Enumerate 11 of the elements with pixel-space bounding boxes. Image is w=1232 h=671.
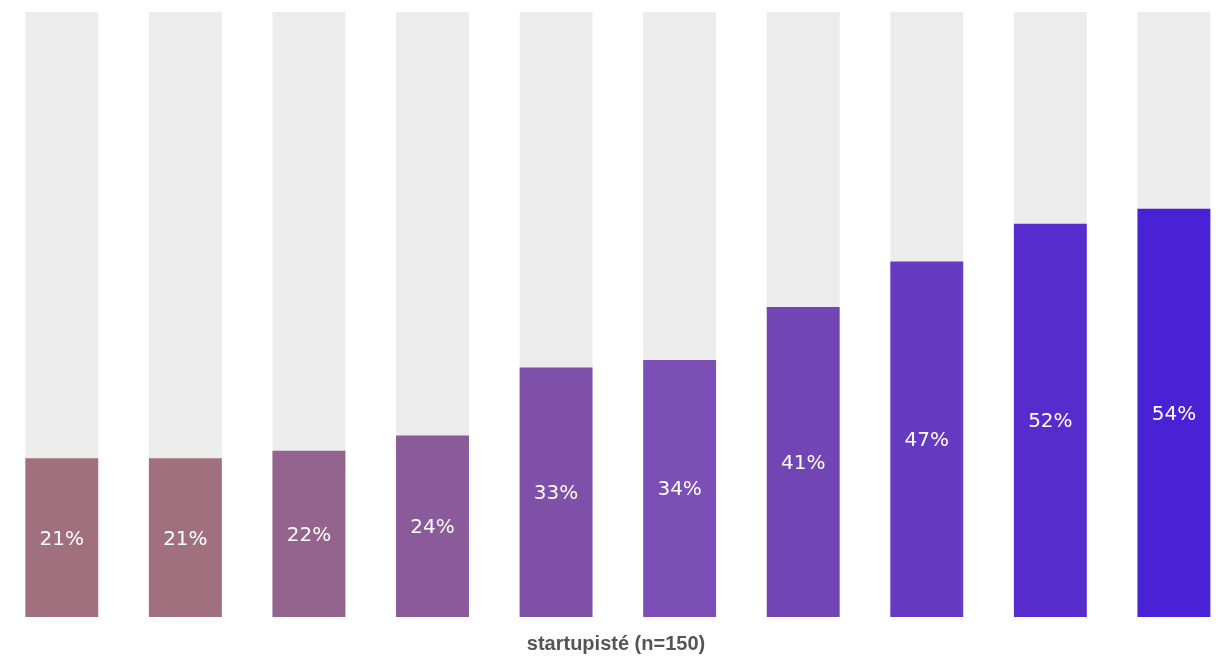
data-label: 34% [657, 476, 702, 501]
data-label: 33% [533, 480, 579, 505]
data-label: 24% [410, 514, 455, 539]
data-label: 47% [904, 427, 950, 452]
data-label: 54% [1151, 400, 1197, 425]
x-axis-title: startupisté (n=150) [526, 631, 706, 654]
data-label: 21% [39, 525, 85, 550]
data-label: 52% [1028, 408, 1073, 433]
data-label: 41% [780, 449, 826, 474]
data-label: 22% [286, 521, 332, 546]
data-label: 21% [163, 525, 208, 550]
